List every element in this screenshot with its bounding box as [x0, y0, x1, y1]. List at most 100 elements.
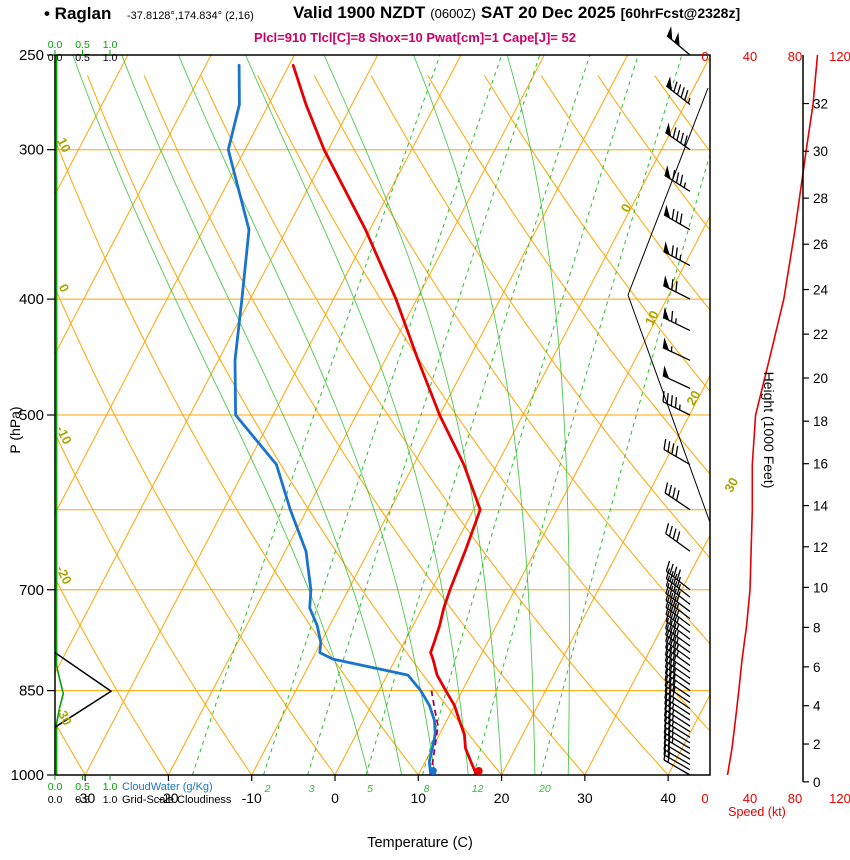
height-tick-label: 30	[813, 144, 828, 159]
cloud-scale-labels: 0.00.00.00.00.50.50.50.51.01.01.01.0	[48, 39, 118, 806]
speed-tick-label-top: 40	[743, 49, 757, 64]
cloudiness-scale-top: 0.0	[48, 52, 63, 64]
cloudwater-scale-bottom: 0.5	[75, 781, 90, 793]
cloudiness-scale-bottom: 0.0	[48, 794, 63, 806]
isotherm-label: 10	[642, 308, 662, 328]
dry-adiabat-label: -30	[53, 704, 75, 727]
height-tick-label: 24	[813, 283, 829, 298]
height-tick-label: 20	[813, 371, 828, 386]
parcel-path-line	[429, 690, 439, 775]
cloudiness-legend: Grid-Scale Cloudiness	[122, 794, 232, 806]
height-tick-label: 6	[813, 660, 821, 675]
speed-tick-label-bottom: 80	[788, 791, 802, 806]
height-tick-label: 16	[813, 457, 828, 472]
height-tick-label: 14	[813, 499, 829, 514]
valid-date: SAT 20 Dec 2025	[480, 3, 616, 22]
temperature-tick-label: 20	[494, 790, 510, 806]
height-tick-label: 12	[813, 540, 828, 555]
cloudiness-scale-top: 1.0	[103, 52, 118, 64]
pressure-tick-label: 700	[19, 582, 44, 599]
cloudwater-scale-bottom: 1.0	[103, 781, 118, 793]
temperature-tick-label: 30	[577, 790, 593, 806]
isotherm-label: 30	[721, 475, 741, 495]
forecast-tag: [60hrFcst@2328z]	[620, 5, 741, 21]
speed-tick-label-top: 80	[788, 49, 802, 64]
isopleth-value-labels: 0 10 20 30 10 0 -10 -20 -30 2 3 5 8 12 20	[53, 135, 741, 795]
height-tick-label: 18	[813, 414, 828, 429]
speed-tick-label-top: 0	[701, 49, 708, 64]
station-coordinates: -37.8128°,174.834° (2,16)	[127, 10, 254, 22]
speed-tick-label-bottom: 120	[829, 791, 850, 806]
cloudwater-scale-top: 0.0	[48, 39, 63, 51]
cloudwater-scale-top: 1.0	[103, 39, 118, 51]
station-name: • Raglan	[44, 4, 112, 23]
height-tick-label: 0	[813, 775, 821, 790]
stability-indices: Plcl=910 Tlcl[C]=8 Shox=10 Pwat[cm]=1 Ca…	[254, 30, 576, 45]
mixing-ratio-label: 5	[367, 783, 373, 795]
wind-barbs-group	[662, 26, 691, 776]
valid-time-utc: (0600Z)	[430, 6, 476, 21]
surface-temp-marker	[474, 767, 483, 775]
dry-adiabat-label: 0	[56, 281, 73, 294]
mixing-ratio-label: 20	[538, 783, 551, 795]
cloudwater-legend: CloudWater (g/Kg)	[122, 781, 213, 793]
speed-tick-label-bottom: 0	[701, 791, 708, 806]
height-tick-label: 22	[813, 327, 828, 342]
speed-tick-label-top: 120	[829, 49, 850, 64]
plot-field	[55, 55, 710, 775]
height-tick-label: 8	[813, 620, 821, 635]
cloudiness-scale-top: 0.5	[75, 52, 90, 64]
temperature-tick-label: -30	[75, 790, 95, 806]
pressure-tick-label: 850	[19, 683, 44, 700]
height-tick-label: 26	[813, 237, 828, 252]
upper-right-reference-line	[627, 87, 709, 296]
valid-time-title: Valid 1900 NZDT (0600Z) SAT 20 Dec 2025 [60…	[293, 3, 740, 23]
dry-adiabat-label: 10	[54, 135, 74, 155]
pressure-tick-labels: 250 300 400 500 700 850 1000	[11, 47, 55, 784]
speed-tick-label-bottom: 40	[743, 791, 757, 806]
pressure-tick-label: 1000	[11, 767, 44, 784]
isotherm-label: 0	[618, 201, 635, 214]
speed-profile-line	[726, 54, 819, 776]
cloudiness-scale-bottom: 0.5	[75, 794, 90, 806]
dry-adiabat-label: -20	[53, 563, 75, 586]
mixing-ratio-label: 2	[264, 783, 271, 795]
temperature-tick-label: 0	[331, 790, 339, 806]
temperature-tick-label: 10	[410, 790, 426, 806]
valid-time-main: Valid 1900 NZDT	[293, 3, 426, 22]
speed-axis-title: Speed (kt)	[728, 805, 786, 819]
height-tick-label: 2	[813, 737, 821, 752]
cloudwater-scale-bottom: 0.0	[48, 781, 63, 793]
pressure-gridlines	[55, 149, 710, 692]
moist-adiabat-lines	[72, 55, 570, 775]
upper-right-reference-line	[627, 294, 710, 524]
pressure-tick-label: 300	[19, 142, 44, 159]
height-tick-label: 32	[813, 97, 828, 112]
mixing-ratio-label: 8	[424, 783, 430, 795]
temperature-tick-label: 40	[660, 790, 676, 806]
pressure-tick-label: 500	[19, 407, 44, 424]
temperature-tick-label: -10	[242, 790, 262, 806]
cloudiness-scale-bottom: 1.0	[103, 794, 118, 806]
dewpoint-profile-line	[226, 63, 437, 775]
temperature-tick-label: -20	[158, 790, 178, 806]
temperature-axis-title: Temperature (C)	[367, 835, 473, 851]
mixing-ratio-label: 12	[472, 783, 484, 795]
temperature-tick-labels: -30 -20 -10 0 10 20 30 40	[75, 775, 676, 806]
temperature-profile-line	[291, 63, 482, 775]
dry-adiabat-label: -10	[53, 423, 75, 446]
height-tick-label: 10	[813, 580, 828, 595]
surface-dewpoint-marker	[428, 767, 437, 775]
height-axis-title: Height (1000 Feet)	[761, 371, 777, 489]
pressure-tick-label: 250	[19, 47, 44, 64]
mixing-ratio-label: 3	[309, 783, 315, 795]
dry-adiabat-lines	[55, 75, 710, 775]
pressure-axis-title: P (hPa)	[7, 406, 23, 454]
cloudwater-scale-top: 0.5	[75, 39, 90, 51]
height-tick-label: 4	[813, 699, 821, 714]
isotherm-lines	[55, 55, 710, 775]
